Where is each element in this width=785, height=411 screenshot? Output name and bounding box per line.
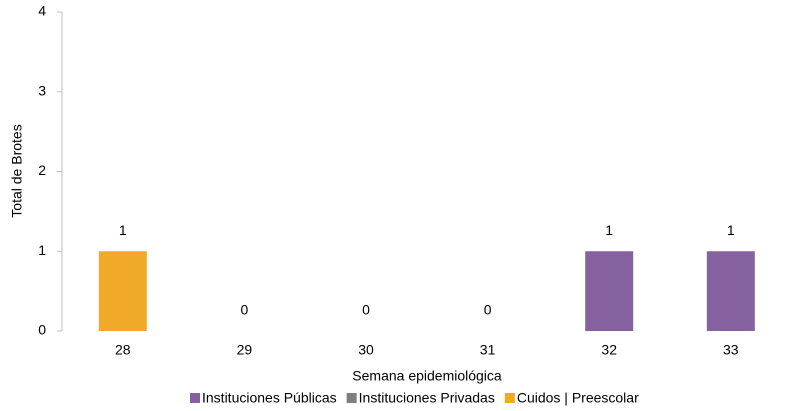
- x-tick-label: 29: [237, 342, 253, 358]
- x-tick-label: 28: [115, 342, 131, 358]
- x-tick-label: 33: [723, 342, 739, 358]
- data-label: 0: [241, 302, 249, 318]
- y-tick-label: 4: [38, 3, 46, 19]
- legend-label: Instituciones Privadas: [359, 390, 495, 406]
- y-tick-label: 1: [38, 242, 46, 258]
- x-tick-label: 31: [480, 342, 496, 358]
- bar-segment: [706, 251, 755, 331]
- x-tick-label: 30: [358, 342, 374, 358]
- data-label: 1: [605, 222, 613, 238]
- legend-swatch: [346, 393, 357, 403]
- legend-swatch: [190, 393, 200, 403]
- legend-label: Instituciones Públicas: [202, 390, 337, 406]
- data-label: 1: [727, 222, 735, 238]
- bar-segment: [585, 251, 634, 331]
- bar-segment: [98, 251, 147, 331]
- y-tick-label: 0: [38, 322, 46, 338]
- data-label: 0: [362, 302, 370, 318]
- x-axis-title: Semana epidemiológica: [352, 368, 502, 384]
- data-label: 0: [484, 302, 492, 318]
- x-tick-label: 32: [601, 342, 617, 358]
- legend-label: Cuidos | Preescolar: [517, 390, 639, 406]
- y-tick-label: 2: [38, 162, 46, 178]
- y-axis-title: Total de Brotes: [9, 124, 25, 217]
- legend-swatch: [504, 393, 515, 403]
- data-label: 1: [119, 222, 127, 238]
- y-tick-label: 3: [38, 82, 46, 98]
